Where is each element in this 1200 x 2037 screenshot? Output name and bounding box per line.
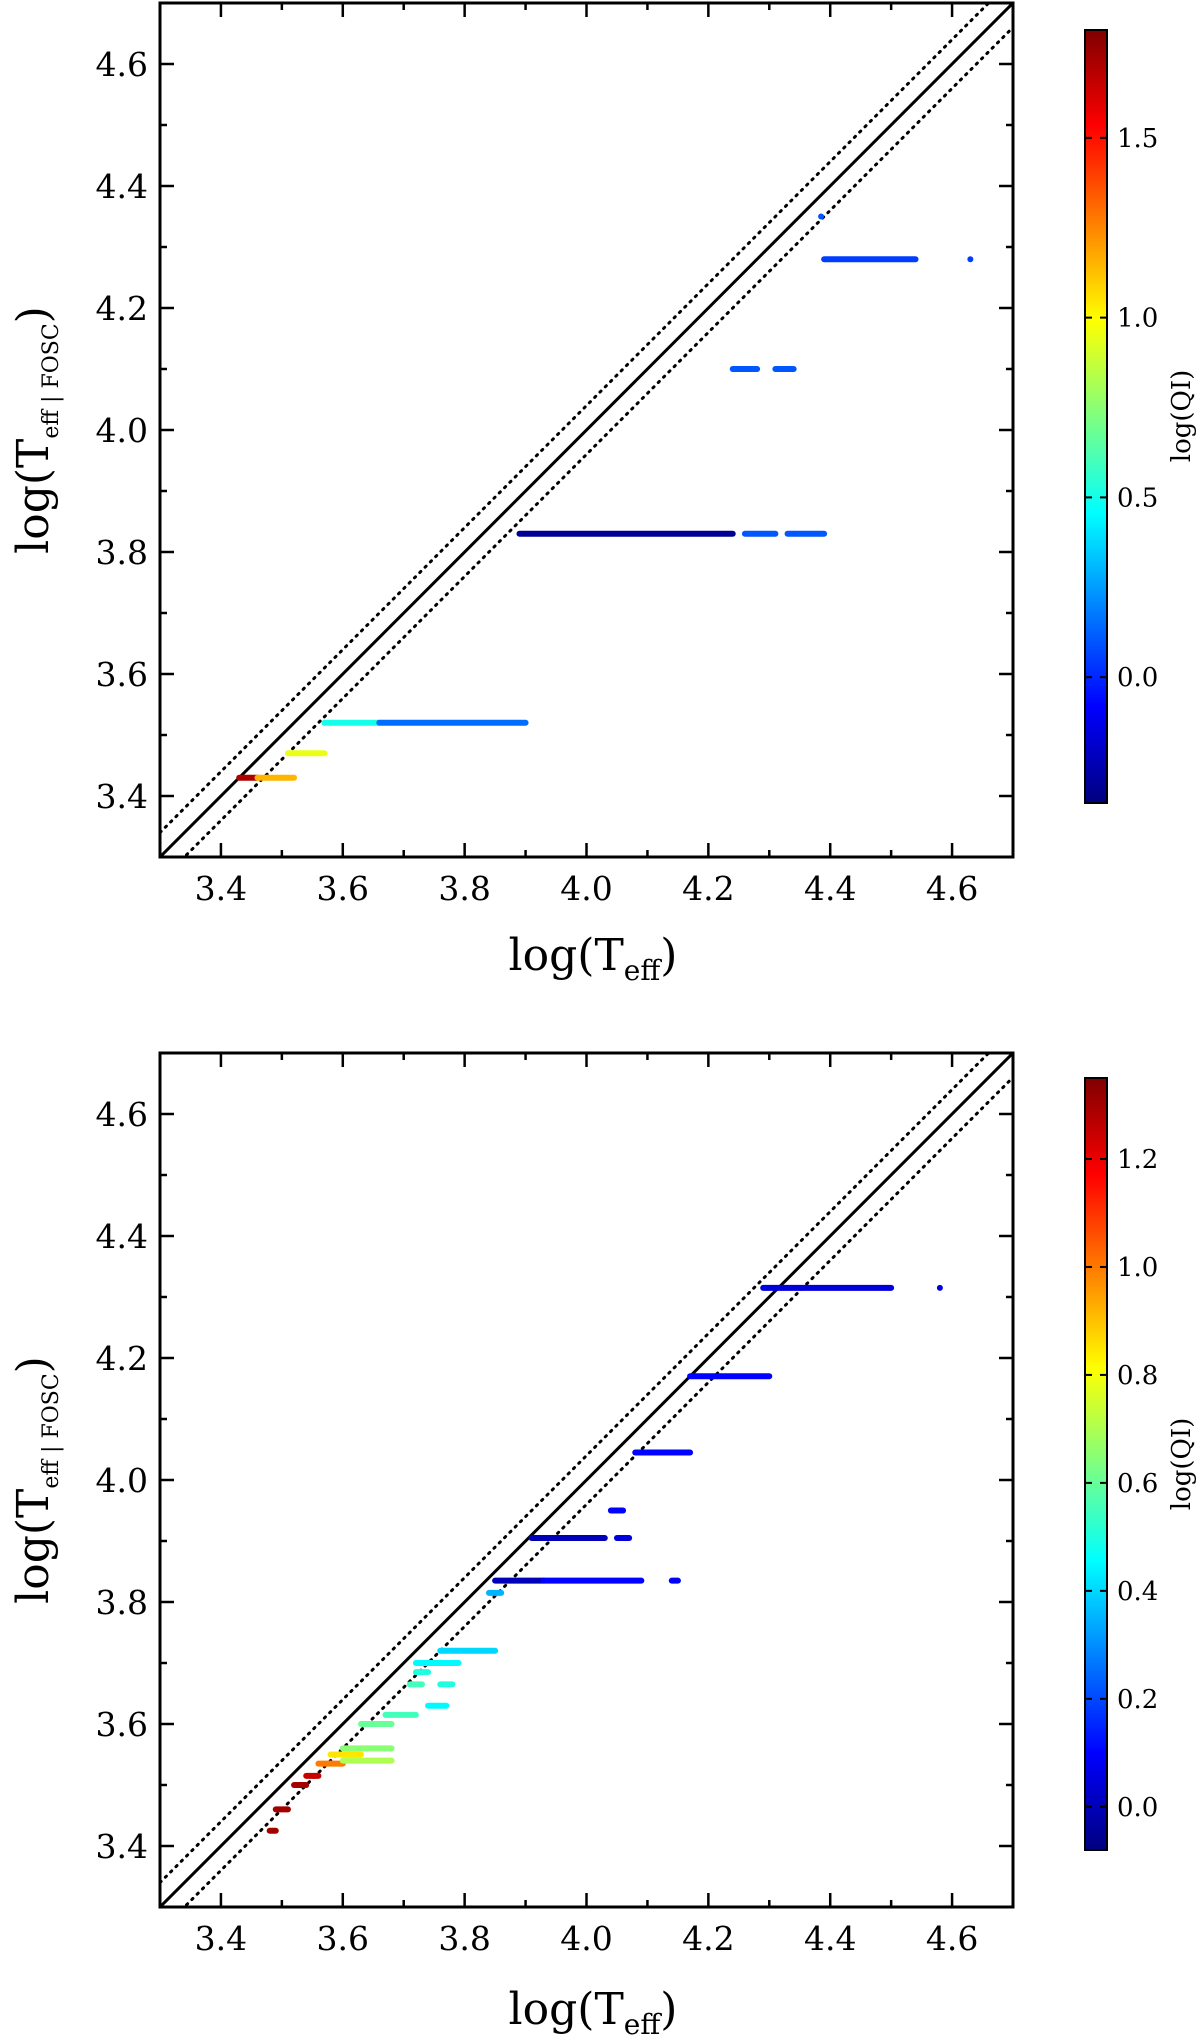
bottom-reference-lines <box>160 1053 1013 1907</box>
bottom-y-tick-label: 3.8 <box>96 1583 148 1622</box>
top-ref-line-one-to-one <box>160 3 1013 857</box>
top-colorbar-label: log(QI) <box>1167 370 1197 463</box>
bottom-colorbar-tick-label: 0.6 <box>1117 1469 1158 1499</box>
bottom-colorbar-tick-label: 0.4 <box>1117 1577 1158 1607</box>
bottom-x-tick-label: 3.4 <box>195 1919 247 1958</box>
bottom-ref-line-upper-bound <box>160 1053 991 1885</box>
top-colorbar-ticks: 0.0 0.5 1.0 1.5 <box>1085 124 1158 693</box>
bottom-x-tick-label: 4.2 <box>682 1919 734 1958</box>
bottom-x-tick-label: 4.0 <box>560 1919 612 1958</box>
top-y-tick-label: 3.8 <box>96 533 148 572</box>
top-x-tick-label: 4.0 <box>560 869 612 908</box>
top-data-run-13 <box>818 213 825 220</box>
bottom-y-axis-label: log(Teff | FOSC) <box>8 1356 64 1604</box>
top-colorbar: 0.0 0.5 1.0 1.5 log(QI) <box>1084 29 1197 804</box>
bottom-panel: 3.4 3.6 3.8 4.0 4.2 4.4 4.6 3.4 3.6 3.8 4.0 4.2 4.4 4… <box>8 1051 1197 2037</box>
top-y-tick-label: 4.2 <box>96 289 148 328</box>
bottom-x-tick-label: 3.8 <box>438 1919 490 1958</box>
top-y-tick-label: 3.4 <box>96 777 148 816</box>
top-x-tick-label: 4.6 <box>926 869 978 908</box>
top-x-axis-label: log(Teff) <box>509 930 678 987</box>
bottom-x-axis-label: log(Teff) <box>509 1984 678 2037</box>
bottom-colorbar-tick-label: 0.0 <box>1117 1793 1158 1823</box>
top-data-points <box>236 213 974 781</box>
top-ref-line-upper-bound <box>160 3 991 835</box>
top-y-tick-label: 3.6 <box>96 655 148 694</box>
top-x-tick-label: 4.2 <box>682 869 734 908</box>
bottom-colorbar-gradient <box>1084 1077 1108 1851</box>
bottom-data-run-27 <box>936 1284 943 1291</box>
bottom-y-tick-label: 4.6 <box>96 1095 148 1134</box>
bottom-y-tick-label: 3.6 <box>96 1705 148 1744</box>
top-y-tick-label: 4.4 <box>96 167 148 206</box>
bottom-x-tick-label: 4.4 <box>804 1919 856 1958</box>
top-y-axis-label: log(Teff | FOSC) <box>8 306 64 554</box>
bottom-colorbar-tick-label: 0.8 <box>1117 1361 1158 1391</box>
bottom-colorbar-ticks: 0.0 0.2 0.4 0.6 0.8 1.0 1.2 <box>1085 1145 1158 1823</box>
top-colorbar-tick-label: 0.5 <box>1117 483 1158 513</box>
top-y-tick-label: 4.6 <box>96 45 148 84</box>
top-y-tick-label: 4.0 <box>96 411 148 450</box>
bottom-y-tick-label: 4.2 <box>96 1339 148 1378</box>
top-data-run-12 <box>967 256 974 263</box>
top-colorbar-tick-label: 1.0 <box>1117 304 1158 334</box>
bottom-y-tick-label: 3.4 <box>96 1827 148 1866</box>
top-x-tick-label: 4.4 <box>804 869 856 908</box>
top-colorbar-gradient <box>1084 29 1108 804</box>
top-x-tick-label: 3.4 <box>195 869 247 908</box>
bottom-colorbar-tick-label: 1.0 <box>1117 1253 1158 1283</box>
bottom-x-tick-label: 4.6 <box>926 1919 978 1958</box>
top-axis-ticks: 3.4 3.6 3.8 4.0 4.2 4.4 4.6 3.4 3.6 3.8 4.0 4.2 4.4 4… <box>96 1 1015 908</box>
top-x-tick-label: 3.8 <box>438 869 490 908</box>
top-colorbar-tick-label: 0.0 <box>1117 663 1158 693</box>
bottom-y-tick-label: 4.4 <box>96 1217 148 1256</box>
bottom-x-tick-label: 3.6 <box>317 1919 369 1958</box>
top-x-tick-label: 3.6 <box>317 869 369 908</box>
top-reference-lines <box>160 3 1013 857</box>
bottom-colorbar-label: log(QI) <box>1167 1418 1197 1511</box>
bottom-colorbar-tick-label: 0.2 <box>1117 1685 1158 1715</box>
bottom-y-tick-label: 4.0 <box>96 1461 148 1500</box>
bottom-ref-line-one-to-one <box>160 1053 1013 1907</box>
bottom-ref-line-lower-bound <box>182 1075 1013 1907</box>
bottom-colorbar-tick-label: 1.2 <box>1117 1145 1158 1175</box>
bottom-data-points <box>266 1284 943 1834</box>
top-colorbar-tick-label: 1.5 <box>1117 124 1158 154</box>
top-panel: 3.4 3.6 3.8 4.0 4.2 4.4 4.6 3.4 3.6 3.8 4.0 4.2 4.4 4… <box>8 1 1197 987</box>
bottom-colorbar: 0.0 0.2 0.4 0.6 0.8 1.0 1.2 log(QI) <box>1084 1077 1197 1851</box>
bottom-axis-ticks: 3.4 3.6 3.8 4.0 4.2 4.4 4.6 3.4 3.6 3.8 4.0 4.2 4.4 4… <box>96 1051 1015 1958</box>
